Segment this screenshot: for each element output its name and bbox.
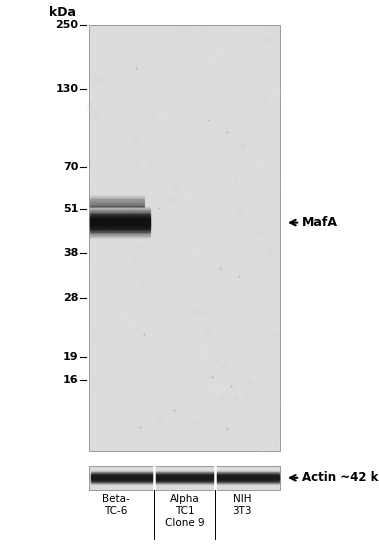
Text: kDa: kDa — [49, 6, 76, 19]
Text: 28: 28 — [63, 293, 78, 303]
Bar — [89, 466, 280, 490]
Text: 38: 38 — [63, 248, 78, 258]
Text: MafA: MafA — [302, 216, 338, 229]
Text: 130: 130 — [55, 84, 78, 94]
Text: NIH
3T3: NIH 3T3 — [232, 494, 252, 516]
Text: 70: 70 — [63, 162, 78, 172]
Bar — [89, 25, 280, 451]
Text: 51: 51 — [63, 204, 78, 214]
Text: Alpha
TC1
Clone 9: Alpha TC1 Clone 9 — [165, 494, 204, 528]
Text: 19: 19 — [63, 352, 78, 362]
Text: Beta-
TC-6: Beta- TC-6 — [102, 494, 130, 516]
Text: 250: 250 — [55, 20, 78, 30]
Text: Actin ~42 kDa: Actin ~42 kDa — [302, 472, 379, 484]
Text: 16: 16 — [63, 375, 78, 385]
